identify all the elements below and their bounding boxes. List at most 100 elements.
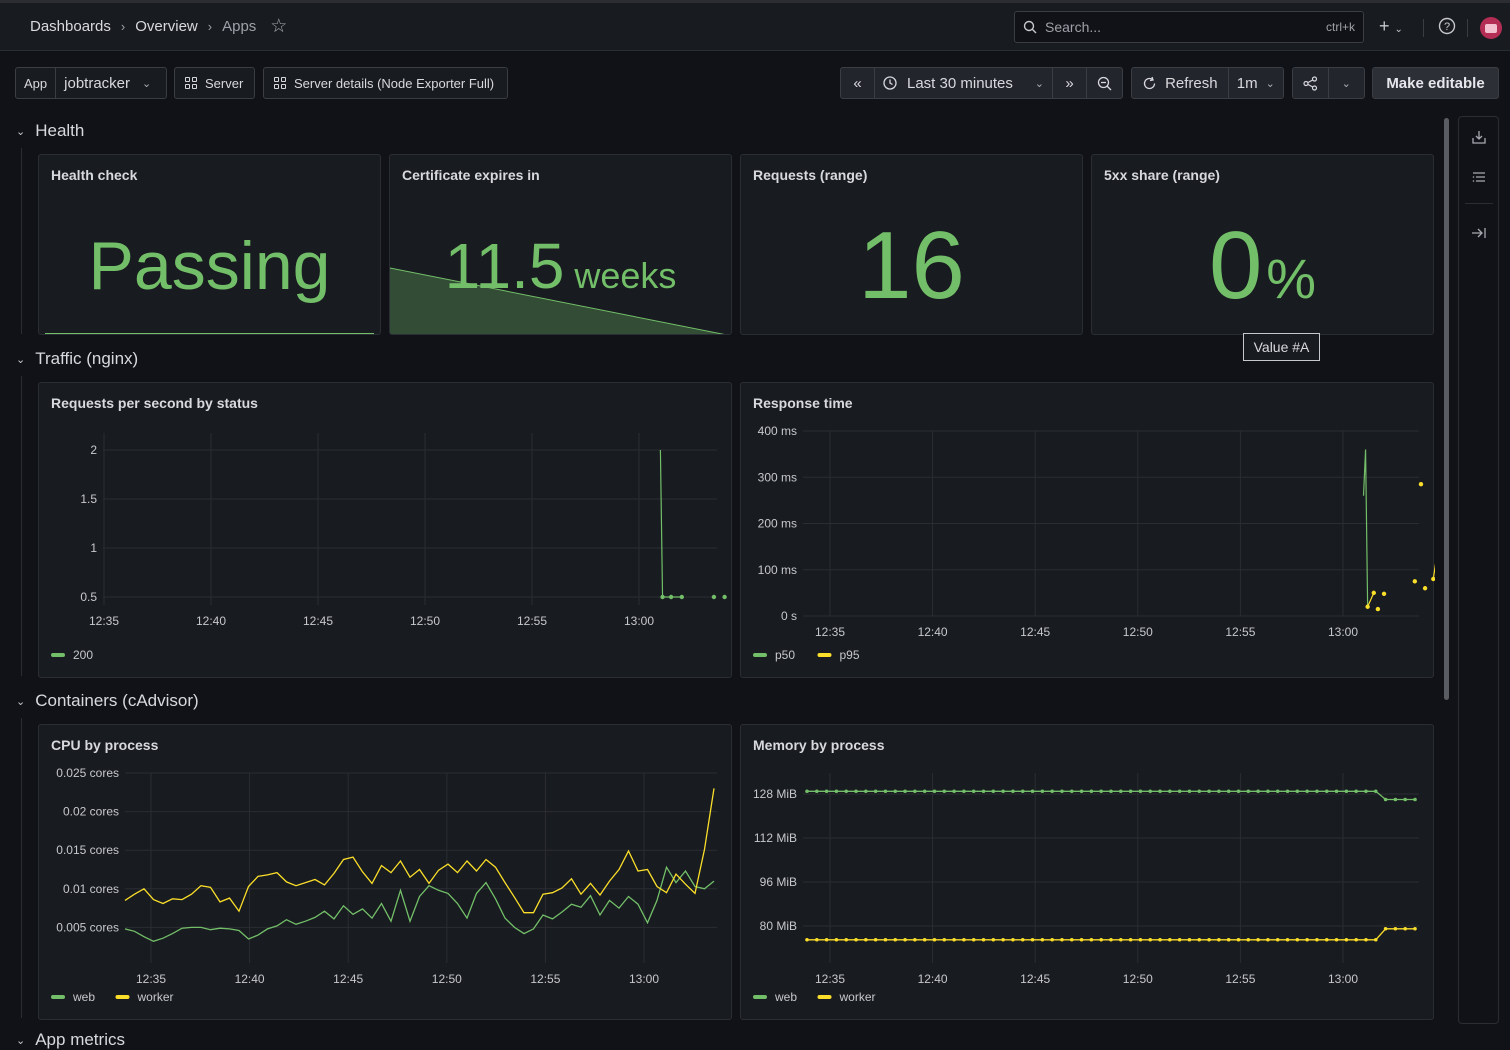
data-point [844, 937, 849, 942]
outline-icon[interactable] [1471, 169, 1487, 189]
y-tick-label: 96 MiB [760, 875, 797, 889]
y-tick-label: 1.5 [80, 492, 97, 506]
share-group: ⌄ [1292, 67, 1365, 99]
data-point [1030, 937, 1035, 942]
data-point [1011, 937, 1015, 942]
x-tick-label: 12:55 [1225, 972, 1255, 986]
divider [1467, 19, 1468, 37]
panel-health-check[interactable]: Health check Passing [38, 154, 381, 335]
panel-requests-per-second[interactable]: Requests per second by status 12:35 12:40… [38, 382, 732, 678]
y-tick-label: 1 [90, 541, 97, 555]
row-guide-line [21, 376, 22, 676]
breadcrumb-dashboards[interactable]: Dashboards [30, 18, 111, 35]
data-point [903, 789, 907, 794]
y-tick-label: 100 ms [758, 563, 797, 577]
x-tick-label: 12:45 [303, 614, 333, 628]
breadcrumb: Dashboards › Overview › Apps ☆ [30, 17, 287, 36]
star-icon[interactable]: ☆ [270, 16, 288, 37]
share-dropdown[interactable]: ⌄ [1329, 68, 1364, 98]
share-button[interactable] [1293, 68, 1329, 98]
search-input[interactable]: Search... ctrl+k [1014, 11, 1364, 43]
data-point [1020, 789, 1025, 794]
panel-5xx-share[interactable]: 5xx share (range) 0 % [1091, 154, 1434, 335]
breadcrumb-overview[interactable]: Overview [135, 18, 198, 35]
data-point [1324, 789, 1329, 794]
x-tick-label: 13:00 [1328, 625, 1358, 639]
time-range-picker: « Last 30 minutes ⌄ » [840, 67, 1123, 99]
x-tick-label: 13:00 [624, 614, 654, 628]
x-tick-label: 12:40 [918, 625, 948, 639]
panel-requests-range[interactable]: Requests (range) 16 [740, 154, 1083, 335]
x-tick-label: 12:55 [530, 972, 560, 986]
time-range-button[interactable]: Last 30 minutes ⌄ [875, 68, 1053, 98]
data-point [1020, 937, 1025, 942]
data-point [991, 789, 996, 794]
plus-icon[interactable]: + ⌄ [1379, 16, 1403, 36]
app-variable[interactable]: App jobtracker ⌄ [15, 67, 167, 99]
x-tick-label: 13:00 [1328, 972, 1358, 986]
data-point [1246, 937, 1251, 942]
row-containers-title: Containers (cAdvisor) [35, 691, 199, 710]
make-editable-button[interactable]: Make editable [1372, 67, 1499, 99]
scrollbar[interactable] [1444, 118, 1449, 700]
data-point [1365, 604, 1370, 609]
data-point [922, 789, 927, 794]
data-point [1383, 797, 1388, 802]
link-server[interactable]: Server [174, 67, 255, 99]
panel-memory-by-process[interactable]: Memory by process 12:35 12:40 12:45 12:50 12… [740, 724, 1434, 1020]
data-point [932, 789, 937, 794]
data-point [1217, 937, 1221, 942]
time-forward-button[interactable]: » [1053, 68, 1087, 98]
data-point [873, 937, 878, 942]
panel-response-time[interactable]: Response time 12:35 12:40 12:45 12:50 12:55 1… [740, 382, 1435, 678]
export-icon[interactable] [1471, 129, 1487, 149]
data-point [1275, 937, 1280, 942]
row-app-metrics-title: App metrics [35, 1030, 125, 1049]
row-containers[interactable]: ⌄ Containers (cAdvisor) [16, 691, 199, 711]
help-icon[interactable]: ? [1438, 17, 1456, 40]
row-guide-line [21, 718, 22, 1018]
data-point [1128, 937, 1133, 942]
data-point [824, 937, 829, 942]
x-tick-label: 12:55 [517, 614, 547, 628]
chevron-down-icon: ⌄ [142, 77, 152, 90]
data-point [962, 789, 966, 794]
legend-label: p50 [775, 648, 795, 662]
avatar[interactable] [1480, 17, 1502, 39]
search-placeholder: Search... [1045, 19, 1102, 35]
panel-cpu-by-process[interactable]: CPU by process 12:35 12:40 12:45 12:50 12:55… [38, 724, 732, 1020]
row-traffic[interactable]: ⌄ Traffic (nginx) [16, 349, 138, 369]
chevron-down-icon: ⌄ [16, 695, 26, 708]
data-point [1334, 937, 1339, 942]
collapse-sidebar-icon[interactable] [1471, 225, 1487, 245]
panel-certificate-expiry[interactable]: Certificate expires in 11.5 weeks [389, 154, 732, 335]
chevron-right-icon: › [120, 19, 126, 34]
zoom-out-button[interactable] [1087, 68, 1122, 98]
series-line-p95 [1432, 563, 1435, 580]
data-point [679, 594, 684, 600]
link-server-details[interactable]: Server details (Node Exporter Full) [263, 67, 508, 99]
time-back-button[interactable]: « [841, 68, 875, 98]
panel-title: CPU by process [51, 737, 159, 753]
data-point [1412, 579, 1418, 584]
y-tick-label: 0.025 cores [56, 766, 119, 780]
data-point [1422, 586, 1428, 591]
data-point [1128, 789, 1133, 794]
data-point [883, 789, 888, 794]
data-point [893, 937, 898, 942]
refresh-interval-dropdown[interactable]: 1m ⌄ [1229, 68, 1283, 98]
chevron-down-icon: ⌄ [16, 1034, 26, 1047]
data-point [1168, 937, 1172, 942]
share-icon [1303, 75, 1317, 91]
row-health[interactable]: ⌄ Health [16, 121, 84, 141]
data-point [815, 789, 819, 794]
share-5xx-number: 0 [1208, 212, 1263, 319]
legend-swatch [115, 995, 130, 999]
data-point [932, 937, 937, 942]
row-app-metrics[interactable]: ⌄ App metrics [16, 1030, 125, 1050]
x-tick-label: 12:45 [1020, 972, 1050, 986]
data-point [1040, 937, 1045, 942]
refresh-button[interactable]: Refresh [1132, 68, 1229, 98]
panel-title: 5xx share (range) [1104, 167, 1220, 183]
legend-label: web [72, 990, 95, 1004]
